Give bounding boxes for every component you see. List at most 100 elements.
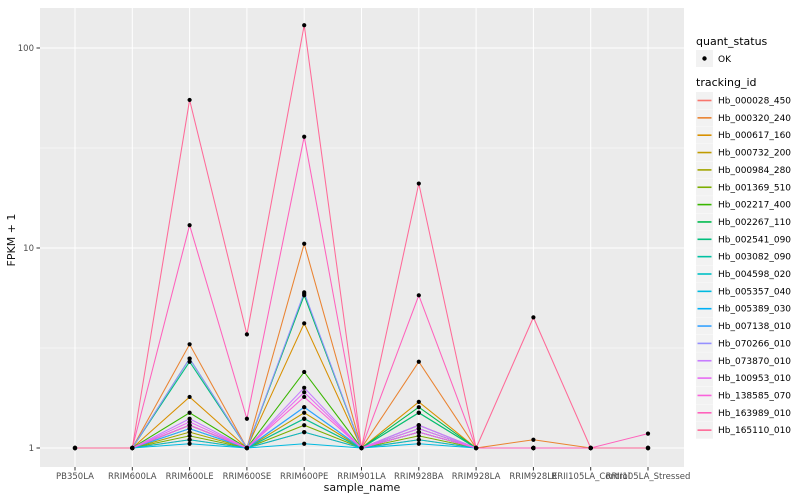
data-point [416, 410, 421, 415]
data-point [416, 405, 421, 410]
x-tick-label: RRIM600SE [223, 472, 272, 482]
data-point [531, 445, 536, 451]
data-point [130, 445, 135, 451]
legend-tracking-id-label: Hb_100953_010 [718, 374, 791, 384]
x-tick-label: PB350LA [56, 472, 94, 482]
x-tick-label: RRII105LA_Stressed [606, 472, 691, 482]
data-point [187, 223, 192, 228]
data-point [359, 445, 364, 451]
data-point [187, 97, 192, 103]
data-point [244, 332, 249, 337]
data-point [416, 399, 421, 405]
legend-tracking-id-label: Hb_004598_020 [718, 270, 791, 280]
legend-tracking-id-label: Hb_007138_010 [718, 322, 791, 332]
legend-tracking-id-label: Hb_005389_030 [718, 305, 791, 315]
legend-tracking-id-label: Hb_002541_090 [718, 235, 791, 245]
data-point [416, 433, 421, 438]
data-point [302, 321, 307, 326]
data-point [302, 385, 307, 390]
data-point [187, 359, 192, 364]
data-point [244, 445, 249, 451]
data-point [187, 394, 192, 400]
legend-tracking-id-label: Hb_000320_240 [718, 114, 791, 124]
y-tick-label: 1 [29, 444, 34, 454]
x-tick-label: RRIM600LA [108, 472, 157, 482]
data-point [187, 426, 192, 431]
data-point [187, 416, 192, 421]
x-tick-label: RRIM600PE [280, 472, 328, 482]
legend-tracking-id-label: Hb_002217_400 [718, 201, 791, 211]
data-point [531, 315, 536, 320]
data-point [187, 423, 192, 428]
data-point [416, 359, 421, 364]
data-point [302, 290, 307, 295]
data-point [416, 426, 421, 431]
data-point [416, 423, 421, 428]
panel-layer [40, 8, 684, 467]
legend-tracking-id-label: Hb_000732_200 [718, 149, 791, 159]
legend-quant-layer: OK [696, 50, 732, 67]
legend-tracking-id-title: tracking_id [696, 76, 757, 89]
data-point [72, 445, 78, 451]
data-point [588, 445, 593, 451]
legend-quant-status-label: OK [718, 55, 732, 65]
y-tick-label: 10 [23, 244, 34, 254]
data-point [302, 134, 307, 139]
data-point [302, 23, 307, 28]
data-point [416, 293, 421, 298]
data-point [187, 430, 192, 435]
legend-tracking-id-label: Hb_070266_010 [718, 339, 791, 349]
legend-tracking-id-label: Hb_002267_110 [718, 218, 791, 228]
legend-tracking-id-label: Hb_073870_010 [718, 357, 791, 367]
data-point [302, 416, 307, 421]
x-tick-label: RRIM600LE [166, 472, 214, 482]
data-point [416, 430, 421, 435]
legend-tracking-id-label: Hb_163989_010 [718, 409, 791, 419]
legend-tracking-id-label: Hb_000028_450 [718, 97, 791, 107]
x-tick-label: RRII105LA_Control [551, 472, 630, 482]
x-axis-title: sample_name [324, 481, 401, 494]
legend-quant-status-title: quant_status [696, 35, 768, 48]
data-point [302, 394, 307, 400]
x-tick-label: RRIM901LA [337, 472, 386, 482]
data-point [416, 441, 421, 446]
data-point [302, 369, 307, 375]
x-tick-label: RRIM928BA [394, 472, 444, 482]
legend-tracking-id-label: Hb_165110_010 [718, 426, 791, 436]
data-point [244, 416, 249, 421]
data-point [187, 441, 192, 446]
data-point [302, 405, 307, 410]
data-point [187, 433, 192, 438]
x-tick-label: RRIM928LE [509, 472, 557, 482]
data-point [187, 419, 192, 425]
point-layer [72, 23, 651, 451]
data-point [416, 181, 421, 186]
data-point [187, 437, 192, 442]
legend-point-marker [702, 56, 707, 61]
data-point [645, 431, 651, 436]
legend-tracking-id-label: Hb_003082_090 [718, 253, 791, 263]
legend-tracking-id-label: Hb_000984_280 [718, 166, 791, 176]
data-point [645, 445, 651, 451]
legend-tracking-id-label: Hb_005357_040 [718, 287, 791, 297]
data-point [187, 342, 192, 347]
legend-tracking-id-label: Hb_138585_070 [718, 391, 791, 401]
data-point [187, 356, 192, 361]
axis-layer: 1 10 100 PB350LA RRIM600LA RRIM600LE RRIM600SE… [18, 44, 691, 482]
legend-tracking-layer: Hb_000028_450 Hb_000320_240 Hb_000617_160 H… [696, 92, 791, 439]
data-point [531, 437, 536, 442]
data-point [302, 423, 307, 428]
y-axis-title: FPKM + 1 [5, 214, 18, 267]
data-point [302, 430, 307, 435]
y-tick-label: 100 [18, 44, 34, 54]
legend-tracking-id-label: Hb_001369_510 [718, 183, 791, 193]
data-point [302, 390, 307, 395]
data-point [416, 437, 421, 442]
x-tick-label: RRIM928LA [452, 472, 501, 482]
data-point [474, 445, 479, 451]
legend-tracking-id-label: Hb_000617_160 [718, 131, 791, 141]
data-point [302, 410, 307, 415]
data-point [302, 441, 307, 446]
